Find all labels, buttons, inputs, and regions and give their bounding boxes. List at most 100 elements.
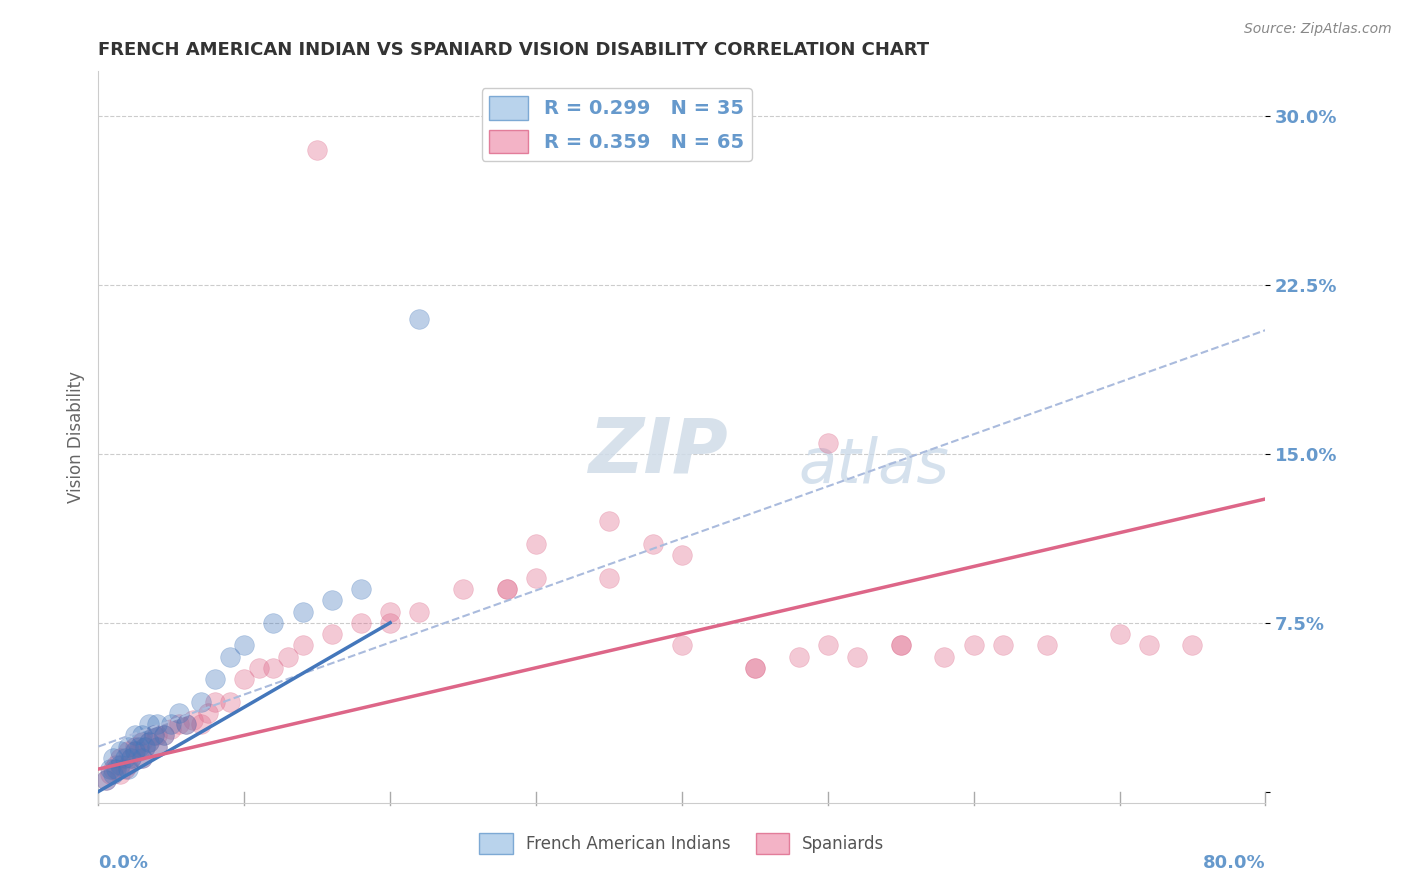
Point [110,757,132,772]
Point [117,762,139,776]
Point [117,757,139,772]
Point [277,649,299,664]
Point [350,615,373,630]
Point [233,672,256,686]
Y-axis label: Vision Disability: Vision Disability [66,371,84,503]
Point [117,739,139,754]
Point [291,638,314,652]
Point [641,537,664,551]
Point [671,638,693,652]
Point [524,537,547,551]
Point [218,694,240,708]
Point [1035,638,1057,652]
Point [94,773,117,788]
Point [101,762,124,776]
Point [962,638,984,652]
Point [120,751,142,765]
Text: atlas: atlas [799,436,949,496]
Point [262,661,284,675]
Point [124,739,146,754]
Point [233,638,256,652]
Point [991,638,1014,652]
Point [174,717,197,731]
Point [167,706,190,720]
Point [160,717,183,731]
Point [138,735,160,749]
Point [598,571,620,585]
Point [890,638,912,652]
Point [934,649,956,664]
Point [598,515,620,529]
Point [380,605,402,619]
Point [104,757,127,772]
Point [146,728,169,742]
Point [167,717,190,731]
Point [350,582,373,596]
Point [787,649,810,664]
Point [128,744,150,758]
Point [380,615,402,630]
Point [124,744,146,758]
Point [94,773,117,788]
Point [247,661,270,675]
Point [496,582,519,596]
Point [146,739,169,754]
Point [160,722,183,736]
Point [131,728,153,742]
Point [138,735,160,749]
Point [174,717,197,731]
Point [142,728,165,742]
Point [190,717,212,731]
Point [817,638,839,652]
Point [117,744,139,758]
Point [128,739,150,754]
Point [110,751,132,765]
Point [114,762,136,776]
Point [110,744,132,758]
Text: Source: ZipAtlas.com: Source: ZipAtlas.com [1244,22,1392,37]
Point [110,766,132,780]
Point [138,717,160,731]
Point [744,661,766,675]
Point [817,435,839,450]
Point [218,649,240,664]
Point [124,728,146,742]
Point [671,548,693,562]
Point [291,605,314,619]
Point [114,751,136,765]
Point [204,672,226,686]
Point [101,751,124,765]
Point [846,649,869,664]
Point [1181,638,1204,652]
Point [321,627,343,641]
Point [120,751,142,765]
Point [1137,638,1160,652]
Point [321,593,343,607]
Point [146,717,169,731]
Point [153,728,176,742]
Point [98,762,121,776]
Point [204,694,226,708]
Point [262,615,284,630]
Point [124,744,146,758]
Point [190,694,212,708]
Point [134,739,156,754]
Point [451,582,474,596]
Text: FRENCH AMERICAN INDIAN VS SPANIARD VISION DISABILITY CORRELATION CHART: FRENCH AMERICAN INDIAN VS SPANIARD VISIO… [98,41,929,59]
Point [408,605,430,619]
Point [496,582,519,596]
Point [181,713,204,727]
Point [101,766,124,780]
Point [146,739,169,754]
Point [98,766,121,780]
Point [104,762,127,776]
Point [197,706,219,720]
Text: 80.0%: 80.0% [1202,854,1265,872]
Point [131,751,153,765]
Point [134,739,156,754]
Point [307,143,329,157]
Point [142,728,165,742]
Point [744,661,766,675]
Text: ZIP: ZIP [589,415,728,489]
Point [524,571,547,585]
